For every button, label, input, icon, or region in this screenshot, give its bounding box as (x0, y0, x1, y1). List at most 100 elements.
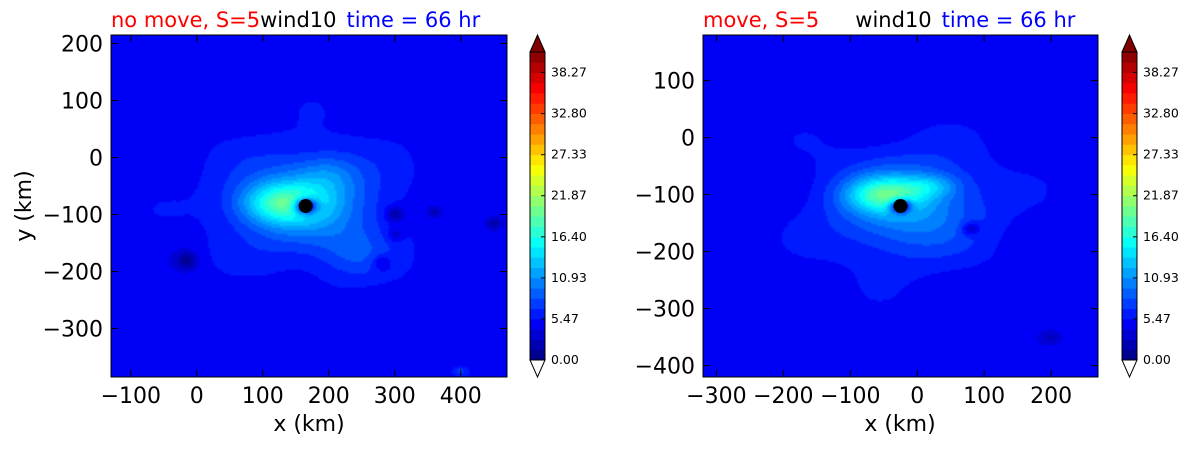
x-tick-label: 200 (1030, 384, 1072, 409)
colorbar-level (530, 288, 545, 299)
colorbar-level (530, 175, 545, 186)
storm-center-marker (298, 199, 313, 213)
colorbar-level (530, 103, 545, 114)
y-tick-label: 200 (61, 33, 103, 58)
y-axis-ticks: 200 100 0 −100 −200 −300 (43, 33, 507, 343)
colorbar-tick-label: 10.93 (1143, 270, 1179, 285)
plot-frame (110, 34, 508, 378)
colorbar-level (530, 267, 545, 279)
colorbar-level (1122, 134, 1137, 145)
colorbar-level (530, 349, 545, 361)
colorbar-tick-label: 21.87 (551, 188, 587, 203)
colorbar-frame (529, 51, 546, 361)
colorbar-level (1122, 154, 1137, 166)
colorbar-level (530, 185, 545, 197)
title-part-time: time = 66 hr (942, 8, 1076, 32)
title-part-label: no move, S=5 (111, 8, 260, 32)
colorbar-level (1122, 349, 1137, 361)
colorbar-level (1122, 247, 1137, 258)
colorbar-level (1122, 123, 1137, 135)
colorbar-level (1122, 298, 1137, 310)
colorbar-level (530, 247, 545, 258)
y-tick-label: −300 (635, 298, 695, 323)
colorbar-level (530, 257, 545, 268)
x-axis-ticks: −300 −200 −100 0 100 200 (686, 35, 1072, 409)
colorbar-level (1122, 267, 1137, 279)
colorbar-level (530, 123, 545, 135)
colorbar-level (530, 164, 545, 176)
colorbar-level (530, 72, 545, 84)
colorbar-level (530, 236, 545, 248)
x-tick-label: 0 (190, 384, 204, 409)
x-axis-ticks: −100 0 100 200 300 400 (101, 35, 482, 409)
colorbar-tick-label: 27.33 (1143, 147, 1179, 162)
colorbar-under-arrow (1121, 359, 1138, 379)
colorbar-level (1122, 339, 1137, 351)
title-part-variable: wind10 (855, 8, 931, 32)
colorbar-level (1122, 257, 1137, 268)
colorbar-level (1122, 318, 1137, 330)
x-tick-label: −300 (686, 384, 746, 409)
y-tick-label: 0 (89, 147, 103, 172)
storm-center-marker (893, 199, 908, 213)
colorbar-level (1122, 175, 1137, 186)
x-tick-label: −200 (753, 384, 813, 409)
colorbar-level (1122, 52, 1137, 63)
colorbar-level (530, 298, 545, 310)
y-tick-label: −400 (635, 355, 695, 380)
colorbar-over-arrow (1121, 33, 1138, 53)
y-tick-label: −100 (43, 204, 103, 229)
colorbar-level (1122, 62, 1137, 73)
colorbar-level (530, 206, 545, 217)
y-tick-label: 0 (681, 127, 695, 152)
panel-title: move, S=5 wind10 time = 66 hr (703, 8, 1076, 32)
plot-frame (702, 34, 1099, 378)
panel-no-move: no move, S=5wind10 time = 66 hr −100 0 100 2… (12, 8, 508, 437)
colorbar-2: 0.00 5.47 10.93 16.40 21.87 27.33 32.80 38.27 (1121, 33, 1179, 379)
colorbar-level (530, 113, 545, 125)
x-tick-label: 100 (242, 384, 284, 409)
colorbar-level (1122, 329, 1137, 340)
colorbar-level (1122, 226, 1137, 238)
colorbar-tick-label: 10.93 (551, 270, 587, 285)
colorbar-level (1122, 288, 1137, 299)
colorbar-over-arrow (529, 33, 546, 53)
colorbar-level (1122, 72, 1137, 84)
colorbar-under-arrow (529, 359, 546, 379)
colorbar-level (530, 277, 545, 289)
colorbar-tick-label: 0.00 (1143, 352, 1171, 367)
colorbar-level (530, 52, 545, 63)
colorbar-tick-label: 5.47 (1143, 311, 1171, 326)
colorbar-tick-label: 38.27 (551, 65, 587, 80)
y-axis-label: y (km) (12, 170, 37, 241)
x-axis-label: x (km) (273, 412, 344, 437)
colorbar-level (1122, 277, 1137, 289)
y-tick-label: −200 (43, 261, 103, 286)
colorbar-level (530, 216, 545, 227)
x-tick-label: 100 (963, 384, 1005, 409)
colorbar-tick-label: 32.80 (1143, 106, 1179, 121)
colorbar-level (1122, 103, 1137, 114)
y-tick-label: 100 (653, 70, 695, 95)
colorbar-level (530, 339, 545, 351)
colorbar-tick-label: 0.00 (551, 352, 579, 367)
x-tick-label: 200 (308, 384, 350, 409)
colorbar-level (530, 62, 545, 73)
colorbar-level (530, 329, 545, 340)
colorbar-level (1122, 236, 1137, 248)
colorbar-level (1122, 195, 1137, 207)
y-axis-ticks: 100 0 −100 −200 −300 −400 (635, 70, 1098, 380)
colorbar-level (530, 318, 545, 330)
title-part-variable: wind10 (260, 8, 336, 32)
x-tick-label: 400 (440, 384, 482, 409)
colorbar-level (1122, 216, 1137, 227)
colorbar-frame (1121, 51, 1138, 361)
colorbar-level (1122, 308, 1137, 320)
y-tick-label: −100 (635, 184, 695, 209)
colorbar-level (1122, 93, 1137, 104)
panel-move: move, S=5 wind10 time = 66 hr −300 −200 −100… (635, 8, 1099, 437)
x-tick-label: 0 (910, 384, 924, 409)
title-part-label: move, S=5 (703, 8, 819, 32)
colorbar-level (530, 308, 545, 320)
